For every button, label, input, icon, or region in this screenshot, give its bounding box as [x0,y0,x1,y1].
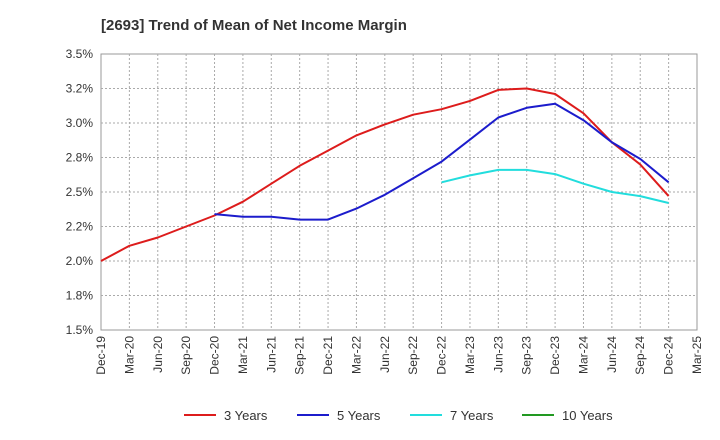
y-tick-label: 3.0% [66,116,94,130]
x-tick-label: Mar-22 [349,336,363,374]
x-tick-label: Jun-21 [264,336,278,373]
x-tick-label: Sep-21 [293,336,307,375]
series-line [214,102,670,221]
series-line [100,87,670,262]
x-axis-ticks: Dec-19 Mar-20 Jun-20 Sep-20 Dec-20 Mar-21 Jun-… [94,336,704,375]
x-tick-label: Jun-22 [378,336,392,373]
y-tick-label: 3.5% [66,47,94,61]
legend: 3 Years 5 Years 7 Years 10 Years [184,408,613,423]
legend-label: 10 Years [562,408,613,423]
x-tick-label: Sep-23 [520,336,534,375]
y-tick-label: 2.8% [66,151,94,165]
x-tick-label: Mar-25 [690,336,704,374]
series-lines [100,87,670,262]
x-tick-label: Mar-23 [463,336,477,374]
x-tick-label: Jun-20 [151,336,165,373]
x-tick-label: Dec-22 [435,336,449,375]
legend-label: 7 Years [450,408,494,423]
legend-label: 3 Years [224,408,268,423]
x-tick-label: Dec-21 [321,336,335,375]
x-tick-label: Mar-24 [576,336,590,374]
y-tick-label: 2.2% [66,220,94,234]
y-tick-label: 2.0% [66,254,94,268]
x-tick-label: Jun-23 [491,336,505,373]
x-tick-label: Sep-22 [406,336,420,375]
x-tick-label: Mar-20 [122,336,136,374]
series-line [441,168,669,204]
x-tick-label: Jun-24 [605,336,619,373]
y-tick-label: 3.2% [66,82,94,96]
x-tick-label: Sep-20 [179,336,193,375]
legend-label: 5 Years [337,408,381,423]
x-tick-label: Dec-20 [208,336,222,375]
y-axis-ticks: 1.5% 1.8% 2.0% 2.2% 2.5% 2.8% 3.0% 3.2% 3.5% [66,47,94,337]
x-tick-label: Mar-21 [236,336,250,374]
x-tick-label: Dec-19 [94,336,108,375]
grid [101,54,697,330]
y-tick-label: 1.8% [66,289,94,303]
x-tick-label: Dec-23 [548,336,562,375]
x-tick-label: Sep-24 [633,336,647,375]
y-tick-label: 2.5% [66,185,94,199]
chart-title: [2693] Trend of Mean of Net Income Margi… [101,17,407,34]
y-tick-label: 1.5% [66,323,94,337]
x-tick-label: Dec-24 [662,336,676,375]
